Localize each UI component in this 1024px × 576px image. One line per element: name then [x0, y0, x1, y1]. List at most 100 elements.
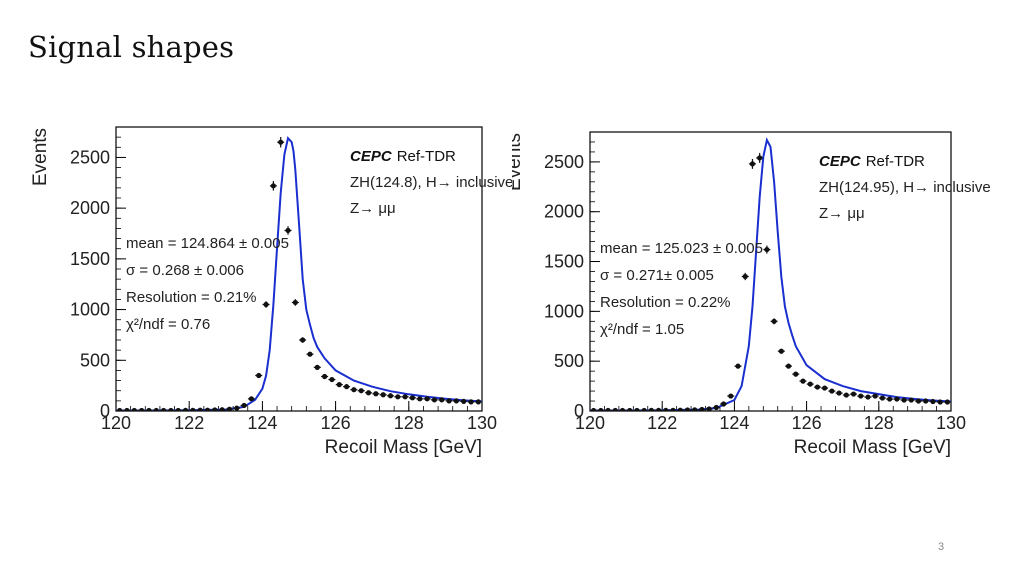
data-marker: [314, 364, 320, 370]
data-point: [611, 407, 619, 411]
data-point: [698, 406, 706, 411]
decay-label: Z→ μμ: [350, 200, 396, 217]
fit-mean: mean = 124.864 ± 0.005: [126, 235, 289, 252]
data-point: [835, 390, 843, 396]
data-point: [225, 406, 233, 411]
data-point: [130, 407, 138, 411]
data-marker: [663, 407, 669, 411]
data-point: [123, 407, 131, 411]
fit-curve: [116, 136, 482, 411]
data-marker: [307, 351, 313, 357]
data-point: [907, 397, 915, 403]
data-point: [878, 395, 886, 401]
data-marker: [901, 397, 907, 403]
data-point: [720, 401, 728, 407]
y-tick-label: 500: [80, 350, 110, 370]
data-marker: [785, 363, 792, 369]
data-marker: [322, 373, 328, 380]
data-marker: [263, 301, 269, 308]
data-point: [189, 407, 197, 411]
data-marker: [468, 399, 474, 405]
y-tick-label: 1000: [70, 300, 110, 320]
experiment-label: CEPC Ref-TDR: [350, 148, 456, 165]
x-axis: 120 122 124 126 128 130 Recoil Mass [GeV]: [575, 401, 966, 458]
data-marker: [212, 407, 218, 411]
decay-label: Z→ μμ: [819, 205, 865, 222]
data-point: [247, 396, 255, 402]
fit-curve: [590, 137, 951, 411]
data-marker: [915, 398, 922, 404]
data-point: [350, 387, 358, 393]
data-marker: [219, 407, 225, 411]
data-point: [423, 396, 431, 402]
data-marker: [706, 406, 712, 411]
data-marker: [373, 391, 379, 397]
data-point: [313, 364, 321, 370]
data-point: [770, 318, 778, 325]
x-tick-label: 122: [647, 413, 677, 433]
data-marker: [343, 384, 350, 390]
process-label: ZH(124.8), H→ inclusive: [350, 174, 512, 191]
data-point: [306, 351, 314, 357]
data-point: [438, 397, 446, 403]
x-tick-label: 124: [247, 413, 277, 433]
fit-sigma: σ = 0.271± 0.005: [600, 267, 714, 284]
data-marker: [160, 407, 167, 411]
data-point: [734, 363, 742, 369]
data-point: [321, 373, 329, 380]
x-axis: 120 122 124 126 128 130 Recoil Mass [GeV]: [101, 401, 497, 458]
data-point: [269, 181, 277, 191]
y-axis-title: Events: [30, 128, 51, 186]
data-marker: [139, 407, 145, 411]
data-marker: [270, 183, 276, 189]
data-marker: [923, 398, 929, 404]
data-marker: [771, 318, 777, 324]
data-marker: [822, 385, 828, 391]
experiment-tag: Ref-TDR: [866, 153, 925, 170]
data-point: [828, 388, 836, 394]
data-marker: [778, 348, 784, 354]
data-marker: [395, 394, 401, 400]
data-marker: [358, 388, 364, 394]
data-marker: [439, 397, 445, 403]
data-point: [211, 407, 219, 411]
slide-title: Signal shapes: [28, 30, 235, 64]
data-marker: [248, 396, 255, 402]
data-point: [204, 407, 211, 411]
data-marker: [814, 384, 821, 390]
data-point: [255, 372, 263, 379]
data-point: [813, 384, 821, 390]
chart-left: 120 122 124 126 128 130 Recoil Mass [GeV] 0 500 1…: [30, 126, 512, 458]
data-marker: [843, 392, 849, 398]
process-label: ZH(124.95), H→ inclusive: [819, 179, 991, 196]
data-point: [842, 392, 850, 398]
data-marker: [829, 388, 835, 394]
data-point: [240, 402, 248, 409]
y-tick-label: 1000: [544, 301, 584, 321]
y-tick-label: 2500: [70, 147, 110, 167]
data-marker: [684, 407, 691, 411]
data-point: [727, 393, 735, 399]
page-number: 3: [938, 541, 945, 553]
data-point: [277, 136, 285, 148]
y-axis: 0 500 1000 1500 2000 2500 Events: [512, 131, 600, 421]
data-point: [864, 394, 872, 400]
data-marker: [757, 155, 763, 161]
data-marker: [453, 398, 459, 404]
data-point: [604, 407, 612, 411]
data-marker: [424, 396, 430, 402]
data-point: [196, 407, 204, 411]
fit-resolution: Resolution = 0.21%: [126, 289, 257, 306]
y-tick-label: 1500: [70, 249, 110, 269]
data-point: [408, 395, 416, 401]
y-tick-label: 2500: [544, 152, 584, 172]
data-marker: [627, 407, 633, 411]
data-point: [785, 363, 793, 369]
data-marker: [641, 407, 647, 411]
data-point: [662, 407, 670, 411]
data-marker: [168, 407, 174, 411]
data-marker: [234, 405, 240, 411]
data-point: [640, 407, 648, 411]
data-point: [152, 407, 160, 411]
data-marker: [190, 407, 196, 411]
